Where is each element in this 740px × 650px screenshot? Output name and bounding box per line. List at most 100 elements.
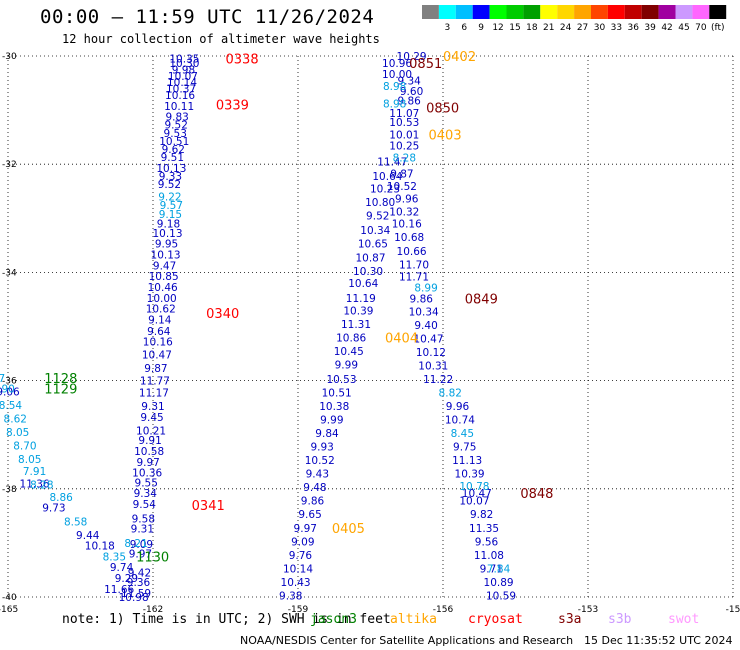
legend-swatch bbox=[641, 5, 659, 19]
data-point: 11.59 bbox=[121, 588, 151, 600]
data-point: 9.87 bbox=[390, 168, 413, 180]
data-point: 10.13 bbox=[151, 250, 181, 262]
data-point: 10.30 bbox=[169, 58, 199, 70]
data-point: 10.45 bbox=[334, 346, 364, 358]
data-point: 10.34 bbox=[360, 225, 390, 237]
data-point: 9.34 bbox=[134, 488, 158, 500]
data-point: 9.97 bbox=[294, 523, 317, 535]
legend-label: 39 bbox=[644, 23, 656, 33]
data-point: 9.73 bbox=[42, 503, 65, 515]
pass-time-label: 0849 bbox=[465, 292, 498, 307]
data-point: 10.16 bbox=[165, 90, 195, 102]
data-point: 9.76 bbox=[289, 550, 313, 562]
data-point: 10.66 bbox=[397, 246, 427, 258]
data-point: 9.86 bbox=[301, 496, 325, 508]
data-point: 10.52 bbox=[305, 455, 335, 467]
data-point: 10.07 bbox=[168, 71, 198, 83]
data-point: 10.86 bbox=[336, 332, 366, 344]
data-point: 9.82 bbox=[470, 509, 493, 521]
data-point: 9.99 bbox=[335, 359, 358, 371]
legend-swatch bbox=[506, 5, 524, 19]
data-point: 10.39 bbox=[455, 469, 485, 481]
y-tick-label: -40 bbox=[2, 593, 17, 603]
data-point: 10.65 bbox=[358, 239, 388, 251]
credit-line: NOAA/NESDIS Center for Satellite Applica… bbox=[240, 634, 574, 647]
data-point: 9.18 bbox=[157, 219, 180, 231]
data-point: 10.00 bbox=[382, 69, 412, 81]
data-point: 9.74 bbox=[110, 562, 134, 574]
legend-label: 45 bbox=[678, 23, 689, 33]
data-point: 8.28 bbox=[393, 153, 416, 165]
data-point: 10.11 bbox=[164, 101, 194, 113]
data-point: 9.06 bbox=[0, 386, 20, 398]
data-point: 9.51 bbox=[161, 152, 184, 164]
data-point: 10.52 bbox=[387, 181, 417, 193]
data-point: 11.36 bbox=[20, 478, 50, 490]
legend-label: 30 bbox=[594, 23, 606, 33]
data-point: 7.84 bbox=[487, 563, 511, 575]
data-point: 10.53 bbox=[389, 117, 419, 129]
data-point: 9.71 bbox=[480, 563, 503, 575]
data-point: 11.13 bbox=[452, 455, 482, 467]
wave-height-points: 10.3510.309.9810.0710.1410.3710.1610.119… bbox=[0, 51, 516, 604]
legend-label: 3 bbox=[444, 23, 450, 33]
data-point: 8.21 bbox=[124, 538, 147, 550]
y-tick-label: -30 bbox=[2, 52, 17, 62]
data-point: 10.58 bbox=[134, 446, 164, 458]
data-point: 8.98 bbox=[383, 99, 406, 111]
data-point: 10.47 bbox=[413, 333, 443, 345]
data-point: 7.90 bbox=[0, 384, 15, 396]
y-tick-label: -34 bbox=[2, 268, 17, 278]
pass-time-label: 1128 bbox=[44, 372, 77, 387]
data-point: 11.17 bbox=[139, 388, 169, 400]
data-point: 10.87 bbox=[355, 252, 385, 264]
page-subtitle: 12 hour collection of altimeter wave hei… bbox=[62, 32, 380, 46]
data-point: 11.31 bbox=[341, 319, 371, 331]
legend-label: 21 bbox=[543, 23, 554, 33]
data-point: 10.47 bbox=[142, 350, 172, 362]
mission-label-s3a: s3a bbox=[558, 612, 582, 627]
legend-label: 42 bbox=[661, 23, 672, 33]
data-point: 11.71 bbox=[399, 272, 429, 284]
data-point: 10.13 bbox=[152, 228, 182, 240]
data-point: 10.43 bbox=[281, 577, 311, 589]
y-tick-label: -36 bbox=[2, 377, 17, 387]
data-point: 9.44 bbox=[76, 530, 100, 542]
data-point: 10.37 bbox=[166, 83, 196, 95]
data-point: 8.58 bbox=[64, 516, 87, 528]
data-point: 9.45 bbox=[140, 412, 163, 424]
data-point: 9.52 bbox=[158, 179, 181, 191]
data-point: 10.51 bbox=[322, 388, 352, 400]
data-point: 9.75 bbox=[453, 442, 476, 454]
data-point: 10.32 bbox=[389, 206, 419, 218]
data-point: 9.60 bbox=[400, 86, 423, 98]
data-point: 10.12 bbox=[416, 347, 446, 359]
data-point: 10.35 bbox=[169, 54, 199, 66]
legend-label: 18 bbox=[526, 23, 538, 33]
data-point: 10.62 bbox=[146, 304, 176, 316]
legend-swatch bbox=[489, 5, 507, 19]
footer-note: note: 1) Time is in UTC; 2) SWH is in fe… bbox=[62, 612, 391, 627]
data-point: 9.38 bbox=[279, 590, 302, 602]
data-point: 10.74 bbox=[445, 415, 475, 427]
y-tick-label: -32 bbox=[2, 160, 17, 170]
data-point: 10.16 bbox=[392, 219, 422, 231]
data-point: 9.95 bbox=[155, 239, 178, 251]
legend-label: 6 bbox=[461, 23, 467, 33]
pass-time-label: 0341 bbox=[192, 499, 225, 514]
pass-time-label: 0338 bbox=[226, 53, 259, 68]
legend-swatch bbox=[422, 5, 439, 19]
pass-time-label: 0850 bbox=[426, 101, 459, 116]
data-point: 10.01 bbox=[389, 129, 419, 141]
data-point: 10.80 bbox=[365, 197, 395, 209]
data-point: 10.46 bbox=[148, 282, 178, 294]
data-point: 9.47 bbox=[153, 260, 176, 272]
data-point: 9.99 bbox=[320, 415, 343, 427]
data-point: 9.83 bbox=[165, 112, 188, 124]
data-point: 10.14 bbox=[283, 563, 313, 575]
data-point: 9.52 bbox=[165, 120, 188, 132]
data-point: 10.47 bbox=[462, 488, 492, 500]
data-point: 10.96 bbox=[382, 58, 412, 70]
data-point: 11.08 bbox=[474, 550, 504, 562]
data-point: 9.22 bbox=[158, 192, 181, 204]
